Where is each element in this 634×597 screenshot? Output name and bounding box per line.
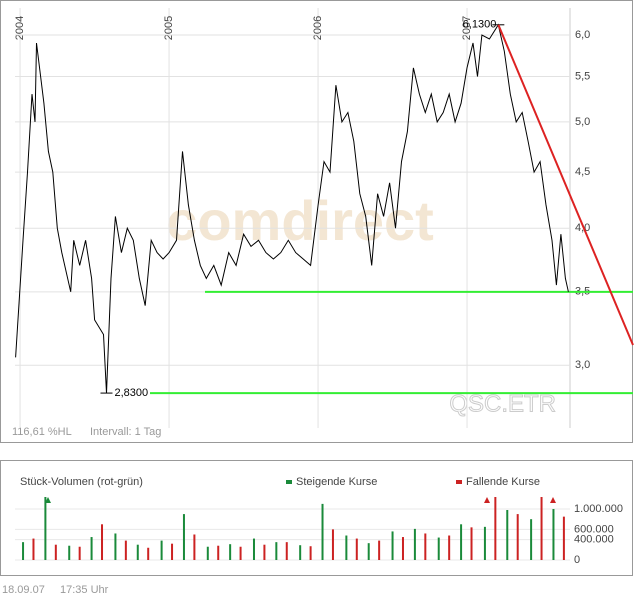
volume-bar bbox=[147, 547, 150, 560]
y-tick-label: 3,0 bbox=[575, 359, 590, 371]
volume-bar bbox=[171, 543, 174, 560]
volume-bar bbox=[345, 535, 348, 560]
volume-bar bbox=[540, 497, 543, 560]
volume-bar bbox=[22, 542, 25, 560]
legend-label: Steigende Kurse bbox=[296, 476, 377, 488]
range-info: 116,61 %HL bbox=[12, 426, 72, 438]
legend-label: Fallende Kurse bbox=[466, 476, 540, 488]
volume-bar bbox=[78, 546, 81, 560]
volume-bar bbox=[136, 544, 139, 560]
x-tick-label: 2006 bbox=[312, 16, 324, 40]
y-tick-label: 600.000 bbox=[574, 523, 614, 535]
volume-bar bbox=[229, 544, 232, 560]
overflow-marker bbox=[550, 497, 556, 503]
volume-bar bbox=[321, 503, 324, 560]
volume-bar bbox=[285, 542, 288, 560]
volume-bar bbox=[413, 528, 416, 560]
volume-bar bbox=[160, 540, 163, 560]
interval-info: Intervall: 1 Tag bbox=[90, 426, 161, 438]
volume-bar bbox=[367, 543, 370, 560]
volume-bar bbox=[448, 535, 451, 560]
volume-bar bbox=[506, 510, 509, 560]
volume-bar bbox=[68, 545, 71, 560]
volume-bar bbox=[263, 544, 266, 560]
volume-bar bbox=[124, 540, 127, 560]
overflow-marker bbox=[484, 497, 490, 503]
legend-swatch bbox=[456, 480, 462, 484]
volume-bar bbox=[483, 526, 486, 560]
y-tick-label: 4,5 bbox=[575, 166, 590, 178]
volume-bar bbox=[355, 538, 358, 560]
volume-bar bbox=[401, 537, 404, 560]
volume-bar bbox=[90, 537, 93, 560]
y-tick-label: 6,0 bbox=[575, 29, 590, 41]
footer-date: 18.09.07 bbox=[2, 584, 45, 596]
volume-bar bbox=[530, 519, 533, 560]
annotation-label: 6,1300 bbox=[463, 19, 497, 31]
watermark: comdirect bbox=[166, 189, 434, 252]
volume-bar bbox=[378, 540, 381, 560]
y-tick-label: 400.000 bbox=[574, 534, 614, 546]
volume-bar bbox=[114, 533, 117, 560]
volume-bar bbox=[275, 542, 278, 560]
price-line bbox=[15, 23, 569, 394]
volume-bar bbox=[217, 545, 220, 560]
x-tick-label: 2007 bbox=[461, 16, 473, 40]
volume-bar bbox=[309, 546, 312, 560]
symbol-watermark: QSC.ETR bbox=[449, 390, 556, 417]
annotation-label: 2,8300 bbox=[114, 387, 148, 399]
volume-bar bbox=[206, 546, 209, 560]
overflow-marker bbox=[45, 497, 51, 503]
trend-line bbox=[497, 24, 634, 346]
footer-time: 17:35 Uhr bbox=[60, 584, 109, 596]
volume-bar bbox=[424, 533, 427, 560]
y-tick-label: 4,0 bbox=[575, 222, 590, 234]
volume-bar bbox=[299, 545, 302, 560]
y-tick-label: 0 bbox=[574, 554, 580, 566]
y-tick-label: 1.000.000 bbox=[574, 503, 623, 515]
x-tick-label: 2004 bbox=[14, 16, 26, 40]
volume-bar bbox=[193, 534, 196, 560]
volume-bar bbox=[182, 514, 185, 560]
volume-bar bbox=[44, 497, 47, 560]
volume-bar bbox=[562, 516, 565, 560]
volume-bar bbox=[437, 537, 440, 560]
volume-bar bbox=[516, 514, 519, 560]
volume-bar bbox=[470, 527, 473, 560]
volume-bar bbox=[331, 529, 334, 560]
volume-bar bbox=[494, 497, 497, 560]
volume-title: Stück-Volumen (rot-grün) bbox=[20, 476, 143, 488]
volume-panel bbox=[0, 460, 633, 576]
volume-bar bbox=[460, 524, 463, 560]
x-tick-label: 2005 bbox=[163, 16, 175, 40]
volume-bar bbox=[54, 544, 57, 560]
volume-bar bbox=[391, 531, 394, 560]
volume-bar bbox=[32, 538, 35, 560]
volume-bar bbox=[101, 524, 104, 560]
volume-bar bbox=[552, 508, 555, 560]
y-tick-label: 5,5 bbox=[575, 70, 590, 82]
legend-swatch bbox=[286, 480, 292, 484]
volume-bar bbox=[252, 538, 255, 560]
volume-bar bbox=[239, 546, 242, 560]
y-tick-label: 5,0 bbox=[575, 116, 590, 128]
